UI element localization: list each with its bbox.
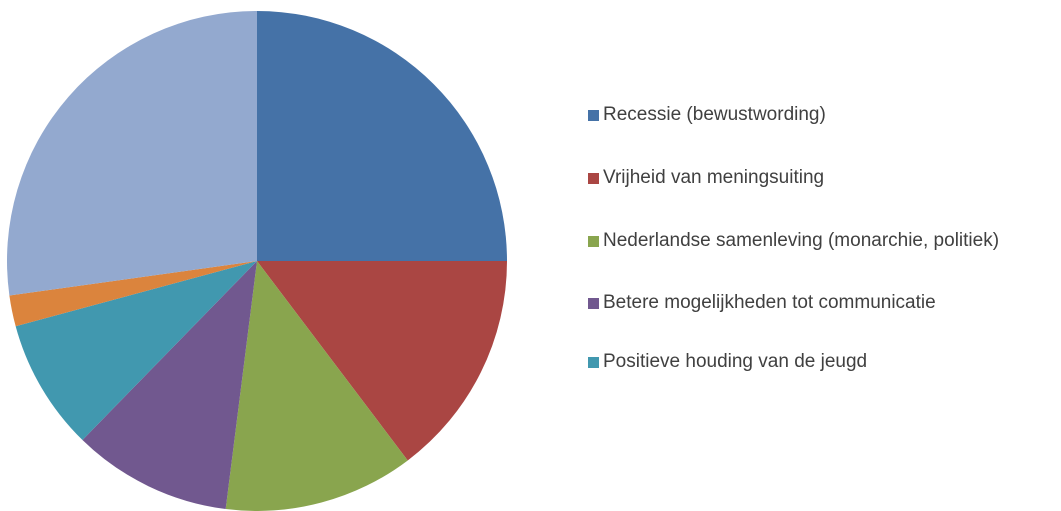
legend-label: Recessie (bewustwording) bbox=[603, 104, 826, 125]
pie-slice bbox=[257, 261, 507, 461]
legend-entry: Recessie (bewustwording) bbox=[588, 101, 1058, 129]
legend-swatch bbox=[588, 110, 599, 121]
legend-entry: Nederlandse samenleving (monarchie, poli… bbox=[588, 227, 1058, 255]
pie-slice bbox=[225, 261, 408, 511]
pie-slice bbox=[257, 11, 507, 261]
legend-entry: Betere mogelijkheden tot communicatie bbox=[588, 289, 1058, 317]
pie-slice bbox=[9, 261, 257, 327]
legend-label: Nederlandse samenleving (monarchie, poli… bbox=[603, 230, 1000, 251]
legend-entry: Positieve houding van de jeugd bbox=[588, 348, 1058, 376]
legend-swatch bbox=[588, 173, 599, 184]
pie-slice bbox=[15, 261, 258, 440]
legend-label: Positieve houding van de jeugd bbox=[603, 351, 868, 372]
pie-slice bbox=[6, 11, 257, 296]
legend-swatch bbox=[588, 236, 599, 247]
legend-swatch bbox=[588, 357, 599, 368]
legend-label: Vrijheid van meningsuiting bbox=[603, 167, 825, 188]
legend-swatch bbox=[588, 298, 599, 309]
legend-entry: Vrijheid van meningsuiting bbox=[588, 164, 1058, 192]
legend-label: Betere mogelijkheden tot communicatie bbox=[603, 292, 936, 313]
pie-slice bbox=[82, 261, 257, 510]
